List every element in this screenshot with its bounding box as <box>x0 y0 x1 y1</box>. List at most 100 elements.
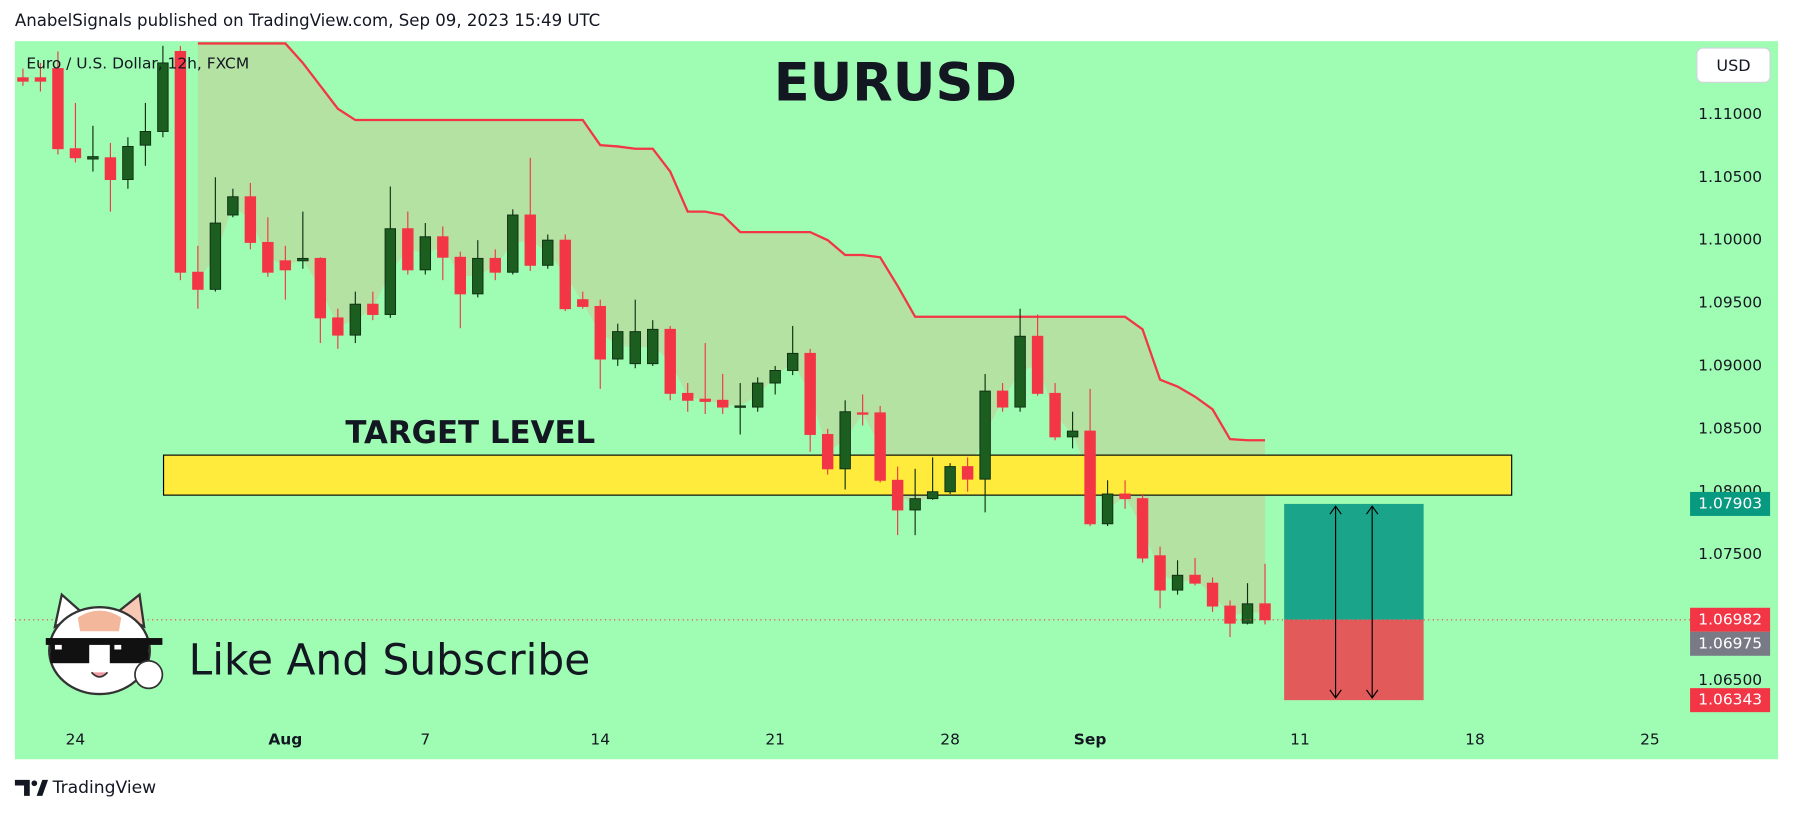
subscribe-label: Like And Subscribe <box>189 636 591 685</box>
price-label-box <box>1690 607 1771 632</box>
trend-fill <box>197 43 1266 615</box>
candle-body <box>961 466 974 480</box>
y-tick-label: 1.07500 <box>1698 545 1762 563</box>
candle-body <box>944 466 956 493</box>
candle-body <box>926 491 939 500</box>
y-tick-label: 1.11000 <box>1698 105 1762 123</box>
candle-body <box>716 399 729 408</box>
candle-body <box>1049 392 1061 438</box>
candle-body <box>349 303 362 336</box>
y-tick-label: 1.10000 <box>1698 231 1762 249</box>
candle-body <box>874 412 886 481</box>
x-tick-label: 25 <box>1640 730 1660 748</box>
candle-body <box>507 214 519 273</box>
candle-body <box>1189 574 1201 584</box>
candle-body <box>891 479 904 511</box>
candle-body <box>192 271 204 290</box>
price-label-box <box>1690 688 1771 713</box>
candle-body <box>1171 574 1184 591</box>
candle-body <box>17 77 29 82</box>
candle-body <box>157 62 169 132</box>
candle-body <box>262 241 274 273</box>
x-tick-label: 18 <box>1465 730 1485 748</box>
candle-body <box>699 398 711 402</box>
arrow-head <box>1365 689 1379 699</box>
candle-body <box>419 236 432 271</box>
candle-body <box>629 331 641 365</box>
candle-body <box>297 257 309 262</box>
candle-body <box>1154 555 1166 591</box>
currency-button[interactable] <box>1696 47 1771 83</box>
candle-body <box>1224 605 1236 624</box>
candle-body <box>594 305 606 360</box>
x-tick-label: Sep <box>1074 730 1107 748</box>
candle-body <box>1241 603 1254 624</box>
price-label: 1.06982 <box>1698 610 1762 628</box>
candle-body <box>979 390 991 480</box>
cat-icon <box>45 592 164 696</box>
candle-body <box>174 51 187 273</box>
x-tick-label: 7 <box>420 730 430 748</box>
price-label: 1.07903 <box>1698 494 1762 512</box>
x-tick-label: 24 <box>66 730 86 748</box>
price-label: 1.06975 <box>1698 634 1762 652</box>
candle-body <box>279 260 292 271</box>
candle-body <box>69 148 82 159</box>
candle-body <box>227 196 239 216</box>
candle-body <box>1084 430 1096 525</box>
candle-body <box>454 256 466 295</box>
candle-body <box>314 257 327 319</box>
candle-body <box>804 352 816 435</box>
candle-body <box>542 239 554 266</box>
x-tick-label: Aug <box>268 730 302 748</box>
candle-body <box>1119 493 1131 500</box>
candle-body <box>332 317 344 336</box>
target-label: TARGET LEVEL <box>345 415 595 451</box>
target-zone <box>162 454 1513 496</box>
y-tick-label: 1.08500 <box>1698 419 1762 437</box>
candle-body <box>664 328 676 394</box>
arrow-head <box>1365 505 1379 515</box>
arrow-head <box>1329 505 1342 515</box>
candle-body <box>996 390 1009 408</box>
y-tick-label: 1.06500 <box>1698 671 1762 689</box>
tradingview-logo <box>14 779 49 796</box>
candle-body <box>87 156 99 160</box>
candle-body <box>647 328 659 365</box>
candle-body <box>839 411 851 470</box>
currency-label[interactable]: USD <box>1716 56 1750 75</box>
candle-body <box>559 239 571 310</box>
candle-body <box>437 236 449 258</box>
candle-body <box>577 299 589 307</box>
candle-body <box>139 131 152 146</box>
candle-body <box>1031 335 1044 394</box>
candle-body <box>524 214 536 266</box>
candle-body <box>367 303 379 315</box>
profit-zone <box>1284 503 1424 620</box>
y-tick-label: 1.09000 <box>1698 356 1762 374</box>
candle-body <box>384 228 397 315</box>
candle-body <box>1259 603 1271 621</box>
y-tick-label: 1.09500 <box>1698 294 1762 312</box>
x-tick-label: 11 <box>1290 730 1310 748</box>
price-label-box <box>1690 631 1771 656</box>
chart-title: EURUSD <box>774 52 1017 113</box>
candle-body <box>909 498 921 511</box>
candle-body <box>1136 498 1149 559</box>
candle-body <box>1014 335 1026 408</box>
candle-body <box>751 382 764 408</box>
candle-body <box>769 370 781 384</box>
candle-body <box>682 392 694 401</box>
candle-body <box>402 228 414 271</box>
candle-body <box>122 145 134 180</box>
x-tick-label: 21 <box>765 730 785 748</box>
candle-body <box>1101 493 1114 525</box>
candle-body <box>209 222 222 290</box>
candle-body <box>856 412 869 415</box>
y-tick-label: 1.10500 <box>1698 168 1762 186</box>
x-tick-label: 14 <box>590 730 610 748</box>
plot-area: TARGET LEVEL Like And Subscribe 1.11000 1.1… <box>14 42 1771 748</box>
candle-body <box>104 157 117 180</box>
loss-zone <box>1284 619 1424 701</box>
